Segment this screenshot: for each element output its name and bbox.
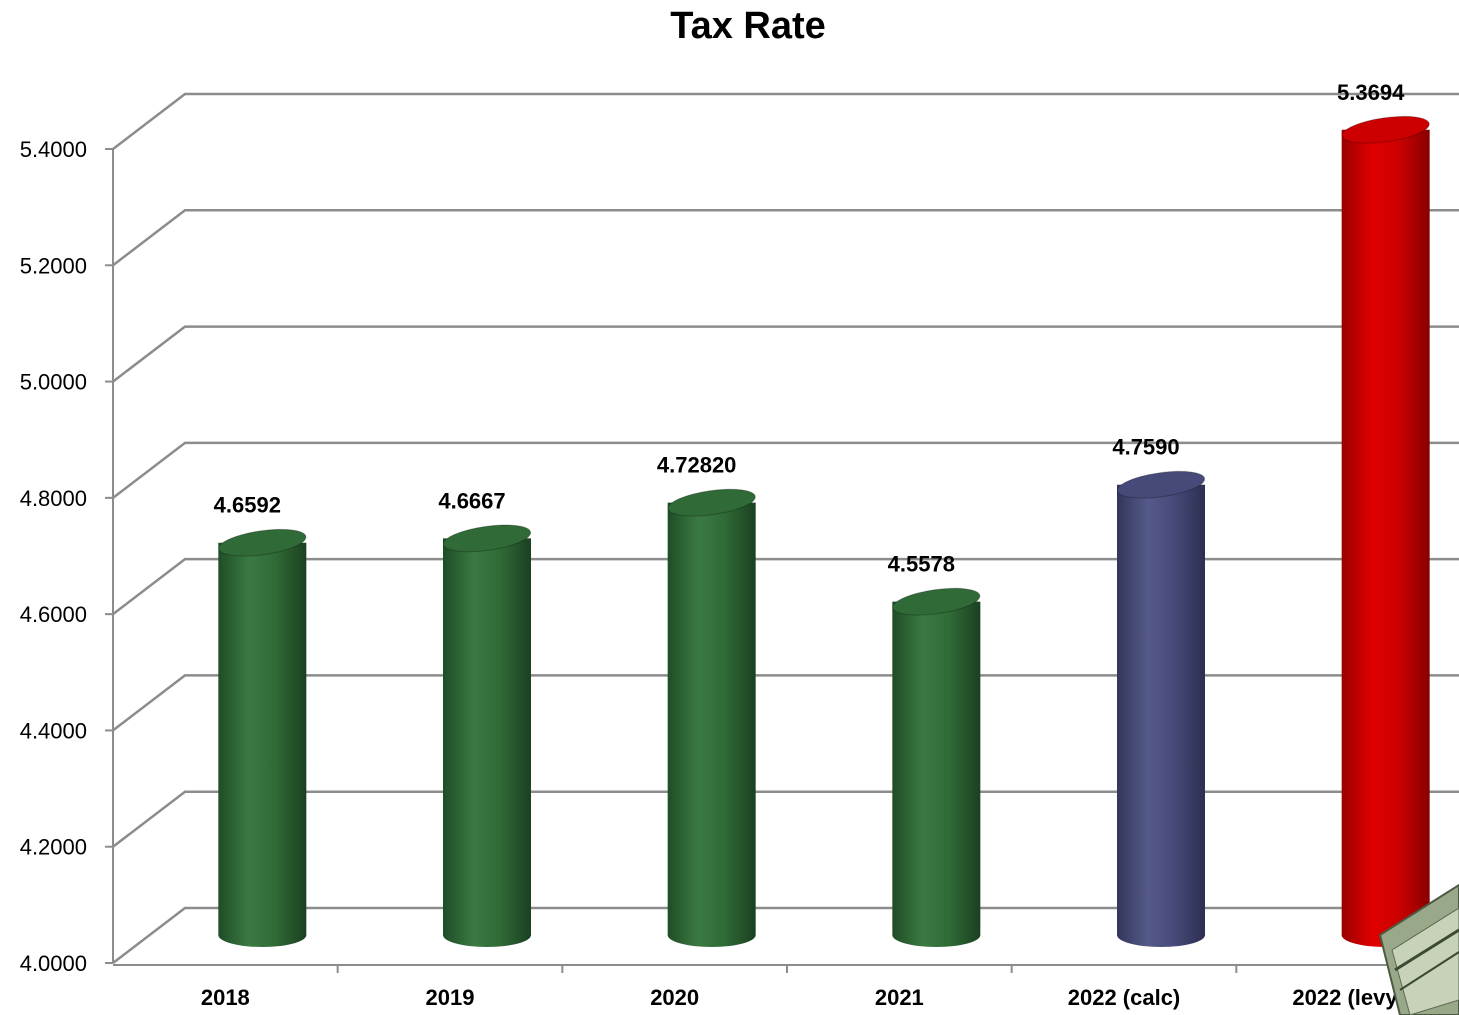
bar-body <box>1342 130 1430 947</box>
bar-body <box>1117 485 1205 947</box>
data-label: 4.7590 <box>1112 435 1179 460</box>
bar-body <box>218 543 306 947</box>
x-tick-label: 2018 <box>201 985 250 1010</box>
y-tick-label: 4.2000 <box>20 835 87 860</box>
bar-2021 <box>891 584 981 947</box>
gridline <box>113 443 1459 498</box>
bar-2020 <box>666 485 756 947</box>
bar-2022-calc- <box>1116 467 1206 947</box>
gridline <box>113 908 1459 963</box>
y-tick-label: 5.4000 <box>20 137 87 162</box>
axis-layer <box>105 149 1459 973</box>
x-tick-label: 2022 (levy) <box>1292 985 1405 1010</box>
gridline <box>113 210 1459 265</box>
x-tick-label: 2022 (calc) <box>1068 985 1181 1010</box>
gridline <box>113 327 1459 382</box>
gridline <box>113 559 1459 614</box>
x-tick-label: 2021 <box>875 985 924 1010</box>
chart-title: Tax Rate <box>670 5 826 47</box>
bar-body <box>668 503 756 947</box>
y-tick-label: 5.0000 <box>20 370 87 395</box>
data-label: 4.5578 <box>888 552 955 577</box>
y-tick-label: 4.0000 <box>20 951 87 976</box>
bar-body <box>443 538 531 947</box>
y-tick-label: 5.2000 <box>20 253 87 278</box>
x-tick-label: 2020 <box>650 985 699 1010</box>
x-tick-label: 2019 <box>426 985 475 1010</box>
bar-body <box>892 602 980 947</box>
data-label: 5.3694 <box>1337 80 1405 105</box>
gridline <box>113 675 1459 730</box>
data-label: 4.6592 <box>214 493 281 518</box>
bar-2018 <box>217 525 307 947</box>
gridline <box>113 94 1459 149</box>
data-label: 4.72820 <box>657 453 737 478</box>
bars-layer <box>217 112 1431 947</box>
grid-layer <box>113 94 1459 963</box>
bar-2022-levy- <box>1340 112 1430 947</box>
y-tick-label: 4.4000 <box>20 718 87 743</box>
data-label: 4.6667 <box>438 488 505 513</box>
y-tick-label: 4.6000 <box>20 602 87 627</box>
y-tick-label: 4.8000 <box>20 486 87 511</box>
gridline <box>113 792 1459 847</box>
bar-2019 <box>442 520 532 947</box>
